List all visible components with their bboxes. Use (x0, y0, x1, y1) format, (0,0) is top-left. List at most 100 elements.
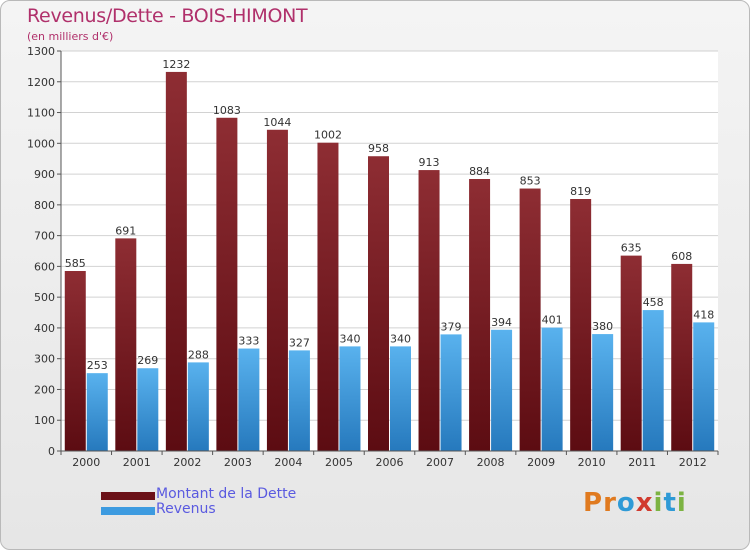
data-label-debt: 913 (419, 156, 440, 169)
bar-revenus (187, 362, 209, 451)
y-tick-label: 1000 (27, 137, 55, 150)
data-label-revenus: 379 (441, 320, 462, 333)
data-label-revenus: 288 (188, 348, 209, 361)
logo-letter: P (583, 488, 604, 518)
x-tick-label: 2005 (325, 456, 353, 469)
legend-swatch-revenus (101, 507, 155, 515)
x-tick-label: 2002 (173, 456, 201, 469)
logo-letter: o (616, 488, 636, 518)
data-label-revenus: 394 (491, 316, 512, 329)
labels-layer: 585 253 691 269 1232 288 1083 333 1044 327 1002 340… (65, 58, 714, 372)
y-tick-label: 600 (34, 260, 55, 273)
y-tick-label: 400 (34, 322, 55, 335)
bar-revenus (137, 368, 159, 451)
x-tick-label: 2001 (123, 456, 151, 469)
data-label-revenus: 327 (289, 336, 310, 349)
y-tick-label: 100 (34, 414, 55, 427)
x-tick-label: 2009 (527, 456, 555, 469)
y-tick-label: 900 (34, 168, 55, 181)
bar-debt (671, 263, 693, 451)
bar-debt (216, 117, 238, 452)
x-tick-label: 2004 (274, 456, 302, 469)
x-tick-label: 2011 (628, 456, 656, 469)
bar-revenus (491, 329, 513, 451)
x-tick-label: 2003 (224, 456, 252, 469)
bar-revenus (86, 373, 108, 451)
bar-revenus (642, 310, 664, 451)
bar-revenus (288, 350, 310, 451)
data-label-debt: 691 (115, 224, 136, 237)
bar-revenus (541, 327, 563, 451)
y-tick-label: 500 (34, 291, 55, 304)
data-label-debt: 1083 (213, 104, 241, 117)
x-tick-label: 2010 (578, 456, 606, 469)
logo-letter: r (603, 488, 617, 518)
bar-debt (519, 188, 541, 452)
data-label-revenus: 253 (87, 359, 108, 372)
data-label-debt: 1044 (263, 116, 291, 129)
data-label-revenus: 458 (643, 296, 664, 309)
data-label-revenus: 333 (238, 335, 259, 348)
data-label-debt: 585 (65, 257, 86, 270)
data-label-debt: 1232 (162, 58, 190, 71)
y-tick-label: 1200 (27, 76, 55, 89)
y-tick-label: 300 (34, 353, 55, 366)
grid-layer (61, 50, 718, 451)
plot-area (61, 51, 718, 451)
x-tick-label: 2000 (72, 456, 100, 469)
bar-revenus (339, 346, 361, 451)
data-label-revenus: 269 (137, 354, 158, 367)
chart-title: Revenus/Dette - BOIS-HIMONT (27, 5, 308, 27)
data-label-revenus: 340 (390, 332, 411, 345)
data-label-debt: 1002 (314, 129, 342, 142)
chart-subtitle: (en milliers d'€) (27, 30, 114, 43)
bar-debt (570, 199, 592, 451)
x-tick-label: 2007 (426, 456, 454, 469)
data-label-debt: 958 (368, 142, 389, 155)
y-tick-label: 1300 (27, 45, 55, 58)
data-label-revenus: 340 (339, 332, 360, 345)
bar-debt (64, 271, 86, 451)
legend-swatch-debt (101, 492, 155, 500)
bar-debt (317, 142, 339, 451)
axis-layer: 0 100 200 300 400 500 600 700 800 900 1000 1100 1200… (27, 45, 719, 469)
bar-debt (165, 71, 187, 451)
y-tick-label: 700 (34, 230, 55, 243)
bar-debt (418, 170, 440, 452)
bar-revenus (592, 334, 614, 451)
logo-letter: i (653, 488, 664, 518)
y-tick-label: 0 (48, 445, 55, 458)
data-label-debt: 608 (671, 250, 692, 263)
logo-letter: i (676, 488, 687, 518)
bar-debt (368, 156, 389, 451)
y-tick-label: 1100 (27, 107, 55, 120)
bar-debt (266, 129, 288, 451)
bar-debt (469, 179, 491, 451)
bar-revenus (693, 322, 715, 451)
x-tick-label: 2008 (477, 456, 505, 469)
data-label-debt: 635 (621, 242, 642, 255)
data-label-revenus: 401 (542, 314, 563, 327)
proxiti-logo: Proxiti (583, 488, 687, 518)
bar-debt (115, 238, 137, 451)
x-tick-label: 2012 (679, 456, 707, 469)
bar-debt (620, 255, 642, 451)
y-tick-label: 800 (34, 199, 55, 212)
bars-layer (64, 71, 715, 452)
data-label-debt: 884 (469, 165, 490, 178)
bar-revenus (440, 334, 462, 451)
data-label-revenus: 380 (592, 320, 613, 333)
y-tick-label: 200 (34, 383, 55, 396)
logo-letter: x (635, 488, 654, 518)
data-label-debt: 819 (570, 185, 591, 198)
data-label-revenus: 418 (693, 308, 714, 321)
legend-label-revenus: Revenus (156, 501, 216, 517)
logo-letter: t (663, 488, 677, 518)
data-label-debt: 853 (520, 175, 541, 188)
bar-revenus (238, 348, 260, 451)
bar-revenus (390, 346, 411, 451)
legend-label-debt: Montant de la Dette (156, 486, 297, 502)
x-tick-label: 2006 (376, 456, 404, 469)
